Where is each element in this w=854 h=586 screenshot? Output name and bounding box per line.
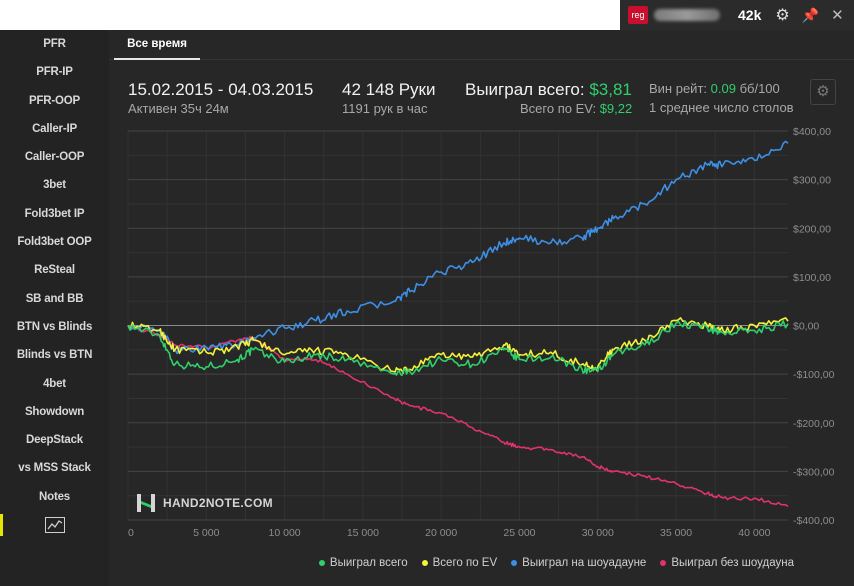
sidebar-item-vs-mss-stack[interactable]: vs MSS Stack — [18, 462, 91, 475]
x-tick-label: 35 000 — [660, 527, 692, 539]
close-icon[interactable]: ✕ — [831, 7, 844, 24]
sidebar-item-caller-oop[interactable]: Caller-OOP — [24, 151, 85, 164]
chart-legend: Выиграл всего Всего по EV Выиграл на шоуад… — [109, 552, 854, 574]
sidebar-item-resteal[interactable]: ReSteal — [34, 264, 75, 277]
sidebar-item-3bet[interactable]: 3bet — [43, 179, 66, 192]
legend-item[interactable]: Выиграл без шоудауна — [660, 557, 794, 569]
ev-value: $9,22 — [599, 101, 633, 116]
series-line — [127, 320, 789, 377]
sidebar-item-deepstack[interactable]: DeepStack — [25, 434, 83, 447]
y-tick-label: $300,00 — [793, 175, 831, 187]
ev-label: Всего по EV: — [520, 101, 597, 116]
legend-item[interactable]: Выиграл на шоуадауне — [511, 557, 646, 569]
y-tick-label: -$300,00 — [793, 466, 835, 478]
series-line — [127, 317, 789, 375]
x-tick-label: 10 000 — [269, 527, 301, 539]
tab-all-time[interactable]: Все время — [114, 30, 200, 60]
legend-item[interactable]: Всего по EV — [421, 557, 498, 569]
won-total-value: $3,81 — [589, 80, 632, 99]
legend-label: Выиграл без шоудауна — [671, 557, 794, 569]
sidebar-item-4bet[interactable]: 4bet — [43, 377, 66, 390]
sidebar: PFR PFR-IP PFR-OOP Caller-IP Caller-OOP 3bet F… — [0, 30, 109, 586]
y-tick-label: $0,00 — [793, 321, 819, 333]
top-right-toolbar: reg 42k ⚙ 📌 ✕ — [620, 0, 854, 30]
ev-total: Всего по EV: $9,22 — [520, 101, 632, 116]
watermark-text: HAND2NOTE.COM — [163, 496, 273, 510]
sidebar-item-chart[interactable] — [0, 511, 109, 541]
x-tick-label: 25 000 — [503, 527, 535, 539]
legend-dot — [660, 560, 667, 566]
line-chart-icon — [45, 517, 65, 534]
x-tick-label: 0 — [128, 527, 134, 539]
winrate-unit: бб/100 — [739, 81, 780, 96]
y-tick-label: -$400,00 — [793, 515, 835, 527]
chart-settings-button[interactable]: ⚙ — [810, 79, 836, 105]
won-total: Выиграл всего: $3,81 — [465, 80, 632, 100]
pin-icon[interactable]: 📌 — [801, 6, 820, 23]
hand-count: 42k — [738, 7, 762, 23]
series-line — [127, 324, 789, 508]
x-tick-label: 15 000 — [347, 527, 379, 539]
active-indicator — [0, 514, 3, 537]
main-panel: Все время 15.02.2015 - 04.03.2015 Активе… — [109, 30, 854, 586]
active-time: Активен 35ч 24м — [128, 101, 229, 116]
watermark: HAND2NOTE.COM — [135, 492, 273, 514]
sidebar-item-fold3bet-oop[interactable]: Fold3bet OOP — [17, 236, 92, 249]
blurred-username — [654, 9, 720, 21]
sidebar-item-notes[interactable]: Notes — [39, 490, 70, 503]
sidebar-item-showdown[interactable]: Showdown — [24, 405, 85, 418]
winrate-value: 0.09 — [710, 81, 736, 96]
legend-item[interactable]: Выиграл всего — [318, 557, 408, 569]
x-tick-label: 20 000 — [425, 527, 457, 539]
tab-bar: Все время — [109, 30, 854, 60]
legend-label: Выиграл на шоуадауне — [522, 557, 647, 569]
hands-per-hour: 1191 рук в час — [342, 101, 428, 116]
date-range: 15.02.2015 - 04.03.2015 — [128, 80, 314, 99]
y-tick-label: -$200,00 — [793, 418, 835, 430]
series-line — [127, 140, 789, 355]
winrate: Вин рейт: 0.09 бб/100 — [649, 81, 780, 96]
sidebar-item-sb-and-bb[interactable]: SB and BB — [25, 292, 84, 305]
profit-chart: $400,00 $300,00 $200,00 $100,00 $0,00 -$100,0… — [127, 126, 835, 539]
sidebar-item-pfr-ip[interactable]: PFR-IP — [36, 66, 73, 79]
sidebar-item-pfr[interactable]: PFR — [43, 38, 66, 50]
legend-dot — [318, 560, 325, 566]
top-bar: reg 42k ⚙ 📌 ✕ — [0, 0, 854, 30]
x-tick-label: 40 000 — [738, 527, 770, 539]
legend-dot — [511, 560, 518, 566]
gear-icon: ⚙ — [816, 83, 830, 100]
brand-badge: reg — [628, 6, 648, 24]
gear-icon[interactable]: ⚙ — [775, 7, 790, 24]
x-tick-label: 30 000 — [582, 527, 614, 539]
legend-dot — [421, 560, 428, 566]
hand2note-logo-icon — [137, 494, 155, 512]
winrate-label: Вин рейт: — [649, 81, 708, 96]
y-tick-label: $200,00 — [793, 223, 831, 235]
won-total-label: Выиграл всего: — [465, 80, 585, 99]
sidebar-item-btn-vs-blinds[interactable]: BTN vs Blinds — [16, 320, 93, 333]
y-tick-label: $400,00 — [793, 126, 831, 138]
sidebar-item-fold3bet-ip[interactable]: Fold3bet IP — [24, 207, 85, 220]
y-tick-label: $100,00 — [793, 272, 831, 284]
sidebar-item-pfr-oop[interactable]: PFR-OOP — [29, 94, 80, 107]
legend-label: Всего по EV — [432, 557, 498, 569]
x-tick-label: 5 000 — [193, 527, 219, 539]
y-tick-label: -$100,00 — [793, 369, 835, 381]
sidebar-item-blinds-vs-btn[interactable]: Blinds vs BTN — [16, 349, 93, 362]
legend-label: Выиграл всего — [329, 557, 408, 569]
hands-count: 42 148 Руки — [342, 80, 436, 99]
sidebar-item-caller-ip[interactable]: Caller-IP — [32, 122, 77, 135]
avg-tables: 1 среднее число столов — [649, 100, 794, 115]
